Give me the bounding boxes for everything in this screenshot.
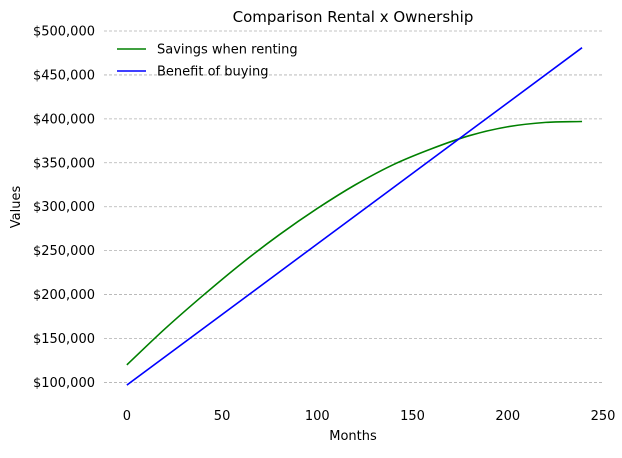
y-tick-label: $250,000 [33,244,95,259]
y-tick-label: $400,000 [33,112,95,127]
y-tick-label: $100,000 [33,376,95,391]
legend-label-1: Benefit of buying [157,65,269,80]
chart-title: Comparison Rental x Ownership [233,8,474,26]
y-tick-label: $150,000 [33,332,95,347]
x-tick-label: 200 [495,409,520,424]
series-lines [126,47,583,386]
y-tick-label: $450,000 [33,68,95,83]
y-axis-tick-labels: $100,000 $150,000 $200,000 $250,000 $300,000… [33,25,95,391]
x-tick-label: 0 [123,409,131,424]
x-tick-label: 50 [214,409,231,424]
y-axis-label: Values [9,186,24,229]
x-tick-label: 100 [305,409,330,424]
legend-label-0: Savings when renting [157,43,298,58]
grid-lines [104,30,603,383]
legend: Savings when renting Benefit of buying [117,43,298,80]
y-tick-label: $200,000 [33,288,95,303]
series-line-0 [126,120,583,366]
x-axis-tick-labels: 0 50 100 150 200 250 [123,409,616,424]
series-line-1 [126,47,583,386]
y-tick-label: $500,000 [33,25,95,40]
x-tick-label: 250 [591,409,616,424]
y-tick-label: $350,000 [33,156,95,171]
x-tick-label: 150 [400,409,425,424]
y-tick-label: $300,000 [33,200,95,215]
x-axis-label: Months [329,429,377,444]
